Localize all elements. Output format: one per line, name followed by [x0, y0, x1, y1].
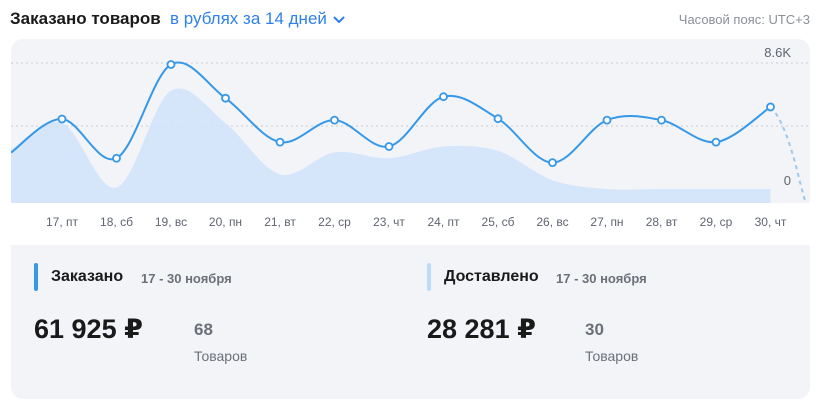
ordered-line	[11, 61, 772, 164]
period-dropdown[interactable]: в рублях за 14 дней	[170, 9, 345, 29]
x-tick-label: 29, ср	[700, 215, 733, 229]
x-tick-label: 30, чт	[755, 215, 787, 229]
page-title: Заказано товаров	[10, 9, 161, 28]
period-label: в рублях за 14 дней	[170, 9, 327, 28]
x-tick-label: 23, чт	[373, 215, 405, 229]
ordered-point	[112, 153, 121, 163]
ordered-point	[166, 60, 176, 69]
ordered-point	[766, 102, 775, 112]
delivered-title: Доставлено	[444, 268, 539, 285]
x-tick-label: 18, сб	[100, 215, 133, 229]
orders-card: 8.6K 0 17, пт 18, сб 19, вс 20, пн 21, вт 22, с…	[11, 39, 810, 399]
header: Заказано товаров в рублях за 14 дней Час…	[10, 7, 810, 33]
x-tick-label: 26, вс	[536, 215, 568, 229]
x-axis-band	[11, 203, 810, 245]
x-tick-label: 24, пт	[427, 215, 460, 229]
orders-chart: 8.6K 0 17, пт 18, сб 19, вс 20, пн 21, вт 22, с…	[11, 39, 810, 245]
delivered-count-label: Товаров	[585, 348, 639, 364]
ordered-point	[711, 137, 721, 147]
ordered-marker	[34, 263, 38, 291]
x-tick-label: 21, вт	[264, 215, 296, 229]
ordered-point	[221, 93, 230, 103]
ordered-range: 17 - 30 ноября	[141, 271, 232, 286]
x-tick-label: 27, пн	[590, 215, 623, 229]
ordered-point	[439, 92, 448, 102]
ordered-point	[57, 114, 67, 124]
timezone-label: Часовой пояс: UTC+3	[678, 12, 810, 27]
ordered-point	[330, 115, 339, 125]
ordered-count: 68	[194, 320, 213, 339]
ordered-point	[384, 142, 394, 151]
chart-svg: 8.6K 0 17, пт 18, сб 19, вс 20, пн 21, вт 22, с…	[11, 45, 810, 245]
ordered-title: Заказано	[51, 268, 124, 285]
x-tick-label: 19, вс	[155, 215, 187, 229]
delivered-count: 30	[585, 320, 604, 339]
x-tick-label: 20, пн	[209, 215, 242, 229]
x-tick-label: 17, пт	[46, 215, 79, 229]
ordered-count-label: Товаров	[194, 348, 248, 364]
chevron-down-icon	[333, 16, 345, 23]
x-tick-label: 22, ср	[318, 215, 351, 229]
delivered-marker	[427, 263, 431, 291]
ordered-point	[548, 158, 557, 168]
x-tick-label: 28, вт	[646, 215, 678, 229]
ordered-amount: 61 925 ₽	[34, 314, 143, 344]
delivered-amount: 28 281 ₽	[427, 314, 536, 344]
x-tick-label: 25, сб	[482, 215, 515, 229]
ordered-projection	[769, 106, 807, 204]
ordered-point	[602, 115, 612, 125]
delivered-range: 17 - 30 ноября	[556, 271, 647, 286]
delivered-area	[11, 88, 771, 203]
ordered-point	[275, 137, 285, 147]
ordered-point	[657, 115, 666, 125]
ordered-point	[493, 114, 503, 124]
y-tick-label: 0	[784, 173, 791, 188]
stats-panel: Заказано 17 - 30 ноября 61 925 ₽ 68 Това…	[11, 245, 810, 399]
y-tick-label: 8.6K	[764, 45, 791, 60]
